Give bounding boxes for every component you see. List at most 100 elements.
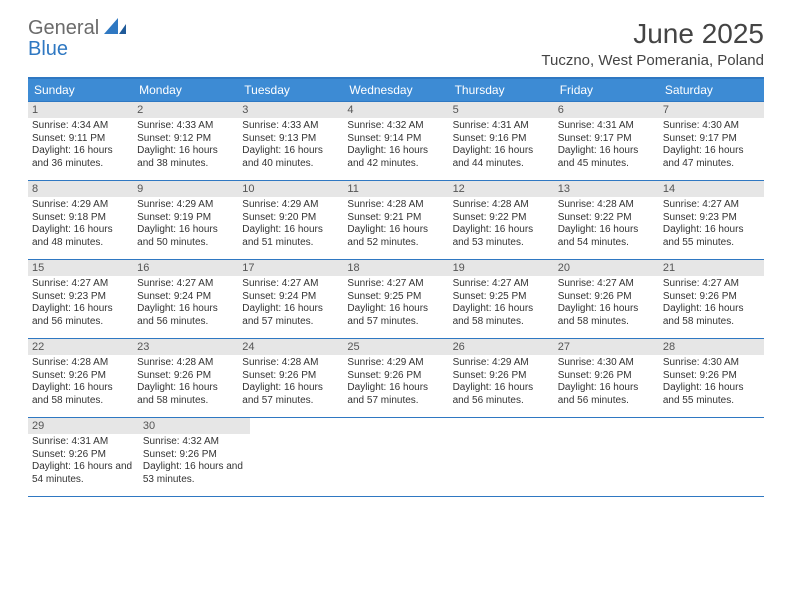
sunrise-line: Sunrise: 4:28 AM bbox=[137, 357, 234, 370]
day-cell: 3Sunrise: 4:33 AMSunset: 9:13 PMDaylight… bbox=[238, 102, 343, 180]
day-cell: 25Sunrise: 4:29 AMSunset: 9:26 PMDayligh… bbox=[343, 339, 448, 417]
weekday-header: Monday bbox=[133, 79, 238, 101]
week-row: 8Sunrise: 4:29 AMSunset: 9:18 PMDaylight… bbox=[28, 181, 764, 260]
daylight-line: Daylight: 16 hours and 57 minutes. bbox=[347, 382, 444, 407]
daylight-line: Daylight: 16 hours and 56 minutes. bbox=[558, 382, 655, 407]
sunset-line: Sunset: 9:26 PM bbox=[558, 291, 655, 304]
day-number: 22 bbox=[32, 341, 129, 353]
day-number: 19 bbox=[453, 262, 550, 274]
sunrise-line: Sunrise: 4:32 AM bbox=[347, 120, 444, 133]
day-number: 18 bbox=[347, 262, 444, 274]
sunrise-line: Sunrise: 4:31 AM bbox=[558, 120, 655, 133]
day-number-band: 7 bbox=[659, 102, 764, 118]
day-cell: 28Sunrise: 4:30 AMSunset: 9:26 PMDayligh… bbox=[659, 339, 764, 417]
empty-cell bbox=[250, 418, 353, 496]
sunset-line: Sunset: 9:20 PM bbox=[242, 212, 339, 225]
day-number-band: 29 bbox=[28, 418, 139, 434]
day-number-band: 5 bbox=[449, 102, 554, 118]
sunset-line: Sunset: 9:19 PM bbox=[137, 212, 234, 225]
daylight-line: Daylight: 16 hours and 57 minutes. bbox=[242, 303, 339, 328]
day-number-band: 23 bbox=[133, 339, 238, 355]
empty-cell bbox=[353, 418, 456, 496]
sunset-line: Sunset: 9:14 PM bbox=[347, 133, 444, 146]
day-number-band: 15 bbox=[28, 260, 133, 276]
week-row: 22Sunrise: 4:28 AMSunset: 9:26 PMDayligh… bbox=[28, 339, 764, 418]
day-cell: 1Sunrise: 4:34 AMSunset: 9:11 PMDaylight… bbox=[28, 102, 133, 180]
weekday-header-row: Sunday Monday Tuesday Wednesday Thursday… bbox=[28, 79, 764, 101]
empty-cell bbox=[455, 418, 558, 496]
logo-word-blue: Blue bbox=[28, 38, 68, 60]
day-number-band: 20 bbox=[554, 260, 659, 276]
day-cell: 18Sunrise: 4:27 AMSunset: 9:25 PMDayligh… bbox=[343, 260, 448, 338]
day-number-band: 9 bbox=[133, 181, 238, 197]
sunset-line: Sunset: 9:26 PM bbox=[32, 370, 129, 383]
day-number-band: 8 bbox=[28, 181, 133, 197]
logo: General Blue bbox=[28, 18, 126, 60]
weeks-container: 1Sunrise: 4:34 AMSunset: 9:11 PMDaylight… bbox=[28, 101, 764, 497]
day-number-band: 1 bbox=[28, 102, 133, 118]
day-cell: 22Sunrise: 4:28 AMSunset: 9:26 PMDayligh… bbox=[28, 339, 133, 417]
day-number-band: 24 bbox=[238, 339, 343, 355]
day-number: 21 bbox=[663, 262, 760, 274]
day-number: 24 bbox=[242, 341, 339, 353]
day-number-band: 19 bbox=[449, 260, 554, 276]
week-row: 29Sunrise: 4:31 AMSunset: 9:26 PMDayligh… bbox=[28, 418, 764, 497]
sunset-line: Sunset: 9:23 PM bbox=[663, 212, 760, 225]
logo-word-general: General bbox=[28, 17, 99, 39]
day-number: 6 bbox=[558, 104, 655, 116]
weekday-header: Friday bbox=[554, 79, 659, 101]
daylight-line: Daylight: 16 hours and 58 minutes. bbox=[663, 303, 760, 328]
daylight-line: Daylight: 16 hours and 56 minutes. bbox=[32, 303, 129, 328]
day-number-band: 12 bbox=[449, 181, 554, 197]
daylight-line: Daylight: 16 hours and 50 minutes. bbox=[137, 224, 234, 249]
day-cell: 24Sunrise: 4:28 AMSunset: 9:26 PMDayligh… bbox=[238, 339, 343, 417]
daylight-line: Daylight: 16 hours and 51 minutes. bbox=[242, 224, 339, 249]
day-cell: 9Sunrise: 4:29 AMSunset: 9:19 PMDaylight… bbox=[133, 181, 238, 259]
sunset-line: Sunset: 9:25 PM bbox=[453, 291, 550, 304]
day-number-band: 4 bbox=[343, 102, 448, 118]
sunrise-line: Sunrise: 4:29 AM bbox=[453, 357, 550, 370]
day-number: 20 bbox=[558, 262, 655, 274]
sunrise-line: Sunrise: 4:27 AM bbox=[663, 278, 760, 291]
day-number: 30 bbox=[143, 420, 246, 432]
day-number: 11 bbox=[347, 183, 444, 195]
sunrise-line: Sunrise: 4:27 AM bbox=[347, 278, 444, 291]
sunset-line: Sunset: 9:21 PM bbox=[347, 212, 444, 225]
daylight-line: Daylight: 16 hours and 56 minutes. bbox=[453, 382, 550, 407]
day-cell: 11Sunrise: 4:28 AMSunset: 9:21 PMDayligh… bbox=[343, 181, 448, 259]
day-number-band: 17 bbox=[238, 260, 343, 276]
day-cell: 17Sunrise: 4:27 AMSunset: 9:24 PMDayligh… bbox=[238, 260, 343, 338]
sunset-line: Sunset: 9:23 PM bbox=[32, 291, 129, 304]
sunrise-line: Sunrise: 4:32 AM bbox=[143, 436, 246, 449]
day-number-band: 25 bbox=[343, 339, 448, 355]
day-cell: 2Sunrise: 4:33 AMSunset: 9:12 PMDaylight… bbox=[133, 102, 238, 180]
sail-icon bbox=[104, 18, 126, 34]
sunrise-line: Sunrise: 4:30 AM bbox=[663, 357, 760, 370]
day-number: 13 bbox=[558, 183, 655, 195]
sunrise-line: Sunrise: 4:34 AM bbox=[32, 120, 129, 133]
week-row: 1Sunrise: 4:34 AMSunset: 9:11 PMDaylight… bbox=[28, 101, 764, 181]
day-cell: 16Sunrise: 4:27 AMSunset: 9:24 PMDayligh… bbox=[133, 260, 238, 338]
sunset-line: Sunset: 9:22 PM bbox=[558, 212, 655, 225]
sunrise-line: Sunrise: 4:30 AM bbox=[663, 120, 760, 133]
day-cell: 6Sunrise: 4:31 AMSunset: 9:17 PMDaylight… bbox=[554, 102, 659, 180]
sunset-line: Sunset: 9:18 PM bbox=[32, 212, 129, 225]
sunrise-line: Sunrise: 4:29 AM bbox=[347, 357, 444, 370]
sunset-line: Sunset: 9:26 PM bbox=[242, 370, 339, 383]
sunrise-line: Sunrise: 4:31 AM bbox=[453, 120, 550, 133]
day-number-band: 16 bbox=[133, 260, 238, 276]
sunrise-line: Sunrise: 4:28 AM bbox=[32, 357, 129, 370]
daylight-line: Daylight: 16 hours and 42 minutes. bbox=[347, 145, 444, 170]
daylight-line: Daylight: 16 hours and 54 minutes. bbox=[32, 461, 135, 486]
day-cell: 4 Sunrise: 4:32 AMSunset: 9:14 PMDaylight… bbox=[343, 102, 448, 180]
day-number: 25 bbox=[347, 341, 444, 353]
sunset-line: Sunset: 9:16 PM bbox=[453, 133, 550, 146]
sunset-line: Sunset: 9:26 PM bbox=[453, 370, 550, 383]
day-number: 26 bbox=[453, 341, 550, 353]
daylight-line: Daylight: 16 hours and 56 minutes. bbox=[137, 303, 234, 328]
day-cell: 21Sunrise: 4:27 AMSunset: 9:26 PMDayligh… bbox=[659, 260, 764, 338]
sunrise-line: Sunrise: 4:28 AM bbox=[453, 199, 550, 212]
day-cell: 8Sunrise: 4:29 AMSunset: 9:18 PMDaylight… bbox=[28, 181, 133, 259]
weekday-header: Tuesday bbox=[238, 79, 343, 101]
day-number: 17 bbox=[242, 262, 339, 274]
